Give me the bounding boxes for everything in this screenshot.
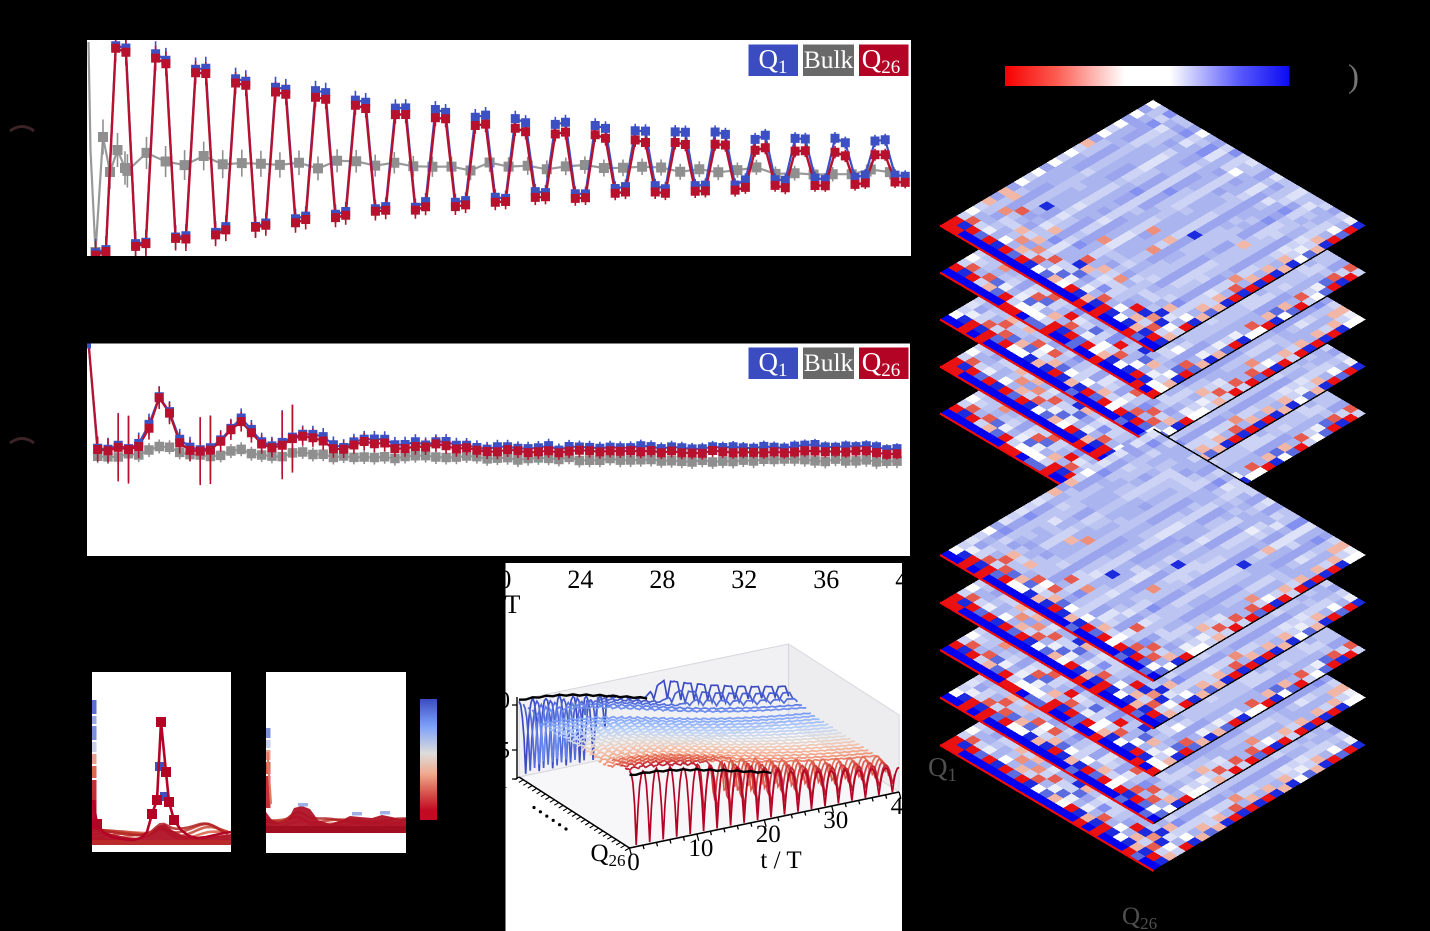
svg-text:40: 40: [891, 793, 916, 820]
svg-text:24: 24: [567, 565, 593, 594]
svg-text:): ): [1348, 59, 1359, 95]
svg-text:Bulk: Bulk: [804, 348, 854, 377]
svg-text:0.5: 0.5: [480, 738, 510, 764]
svg-text:30: 30: [823, 807, 848, 834]
svg-text:20: 20: [756, 821, 781, 848]
svg-text:0: 0: [627, 849, 640, 876]
svg-text:Bulk: Bulk: [804, 45, 854, 74]
svg-text:1.0: 1.0: [480, 688, 510, 714]
svg-text:Q26: Q26: [862, 347, 901, 381]
svg-text:Q26: Q26: [1122, 903, 1157, 931]
svg-text:36: 36: [813, 565, 839, 594]
svg-text:10: 10: [688, 835, 713, 862]
svg-text:t / T: t / T: [760, 847, 801, 874]
svg-text:20: 20: [485, 565, 511, 594]
svg-text:t / T: t / T: [478, 590, 521, 619]
svg-text:28: 28: [649, 565, 675, 594]
svg-text:0.1: 0.1: [487, 773, 508, 792]
svg-text:32: 32: [731, 565, 757, 594]
svg-text:40: 40: [895, 565, 921, 594]
